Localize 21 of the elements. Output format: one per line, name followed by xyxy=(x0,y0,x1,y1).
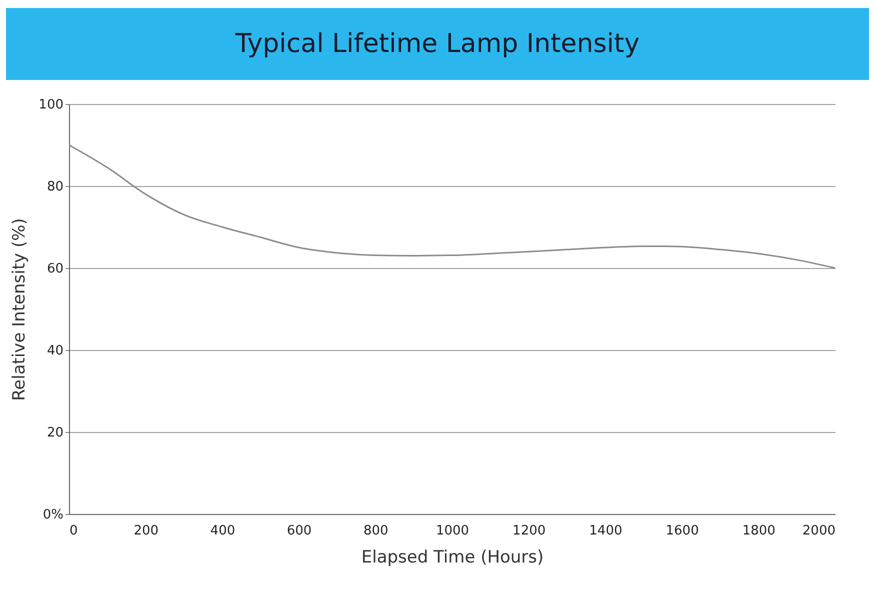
x-tick-label: 800 xyxy=(363,524,388,538)
x-tick-label: 1200 xyxy=(512,524,546,538)
chart-title: Typical Lifetime Lamp Intensity xyxy=(6,8,869,80)
x-tick-label: 600 xyxy=(286,524,312,538)
x-tick-label: 1400 xyxy=(589,524,622,538)
y-tick-label: 60 xyxy=(46,262,64,276)
y-tick-label: 80 xyxy=(46,180,64,194)
x-tick-label: 1600 xyxy=(666,524,699,538)
x-tick-label: 200 xyxy=(134,524,159,538)
x-tick-label: 1800 xyxy=(742,524,776,538)
x-tick-label: 400 xyxy=(210,524,236,538)
y-tick-label: 40 xyxy=(46,344,64,358)
line-series xyxy=(68,144,836,269)
x-tick-label: 0 xyxy=(70,524,78,538)
x-tick-label: 2000 xyxy=(802,524,836,538)
y-tick-label: 100 xyxy=(38,98,64,112)
x-axis-title: Elapsed Time (Hours) xyxy=(361,548,544,568)
x-tick-label: 1000 xyxy=(436,524,470,538)
y-axis-title: Relative Intensity (%) xyxy=(10,218,30,401)
y-tick-label: 20 xyxy=(46,426,64,440)
y-tick-label: 0% xyxy=(42,508,64,522)
